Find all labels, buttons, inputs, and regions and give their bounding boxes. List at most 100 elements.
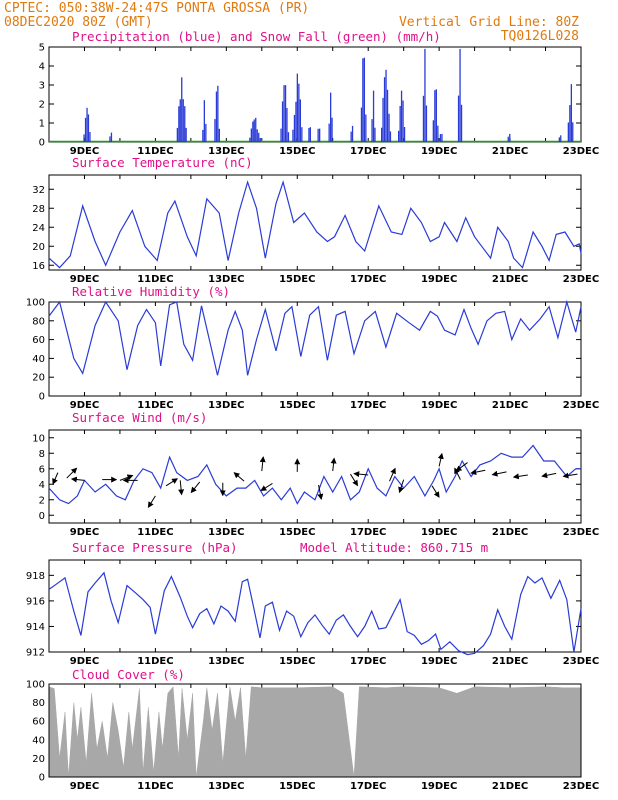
precip-bar [569, 105, 571, 142]
precip-bar [434, 90, 436, 142]
rh-ytick-label: 80 [32, 316, 45, 327]
wind-arrow [437, 452, 444, 467]
precip-bar [203, 100, 205, 142]
temp-xtick-label: 17DEC [350, 274, 386, 285]
precip-bar [292, 129, 294, 142]
precip-bar [507, 136, 509, 142]
wind-ytick-label: 6 [39, 464, 45, 475]
precip-bar [360, 107, 363, 142]
precip-bar [572, 122, 574, 142]
precip-bar [424, 48, 426, 142]
precip-bar [381, 127, 383, 142]
pres-xtick-label: 23DEC [563, 656, 599, 667]
precip-bar [259, 138, 261, 142]
wind-arrow [165, 478, 179, 487]
precip-bar [422, 95, 425, 142]
cloud-ytick-label: 0 [39, 773, 45, 784]
wind-arrow [259, 456, 266, 472]
pres-ytick-label: 918 [26, 571, 45, 582]
precip-xtick-label: 17DEC [350, 146, 386, 157]
precip-bar [351, 125, 354, 142]
precip-bar [256, 129, 258, 142]
cloud-xtick-label: 17DEC [350, 781, 386, 792]
temp-frame [48, 174, 582, 271]
precip-bar [425, 105, 428, 142]
rh-ytick-label: 40 [32, 354, 45, 365]
precip-bar [309, 127, 311, 142]
cloud-xtick-label: 21DEC [492, 781, 528, 792]
wind-xtick-label: 17DEC [350, 527, 386, 538]
wind-ytick-label: 10 [32, 433, 45, 444]
wind-arrow [147, 495, 156, 508]
wind-ytick-label: 8 [39, 449, 45, 460]
header-model: TQ0126L028 [501, 29, 579, 44]
precip-bar [317, 128, 319, 142]
cloud-xtick-label: 9DEC [70, 781, 99, 792]
rh-xtick-label: 19DEC [421, 400, 457, 411]
precip-ytick-label: 3 [39, 81, 45, 92]
pres-ytick-label: 914 [26, 622, 45, 633]
precip-xtick-label: 15DEC [279, 146, 315, 157]
precip-bar [217, 85, 219, 142]
precip-bar [110, 132, 113, 142]
temp-ytick-label: 24 [32, 223, 45, 234]
wind-xtick-label: 11DEC [137, 527, 173, 538]
wind-xtick-label: 21DEC [492, 527, 528, 538]
wind-xtick-label: 13DEC [208, 527, 244, 538]
precip-xtick-label: 23DEC [563, 146, 599, 157]
cloud-ytick-label: 60 [32, 717, 45, 728]
precip-bar [308, 128, 310, 142]
temp-xtick-label: 13DEC [208, 274, 244, 285]
rh-xtick-label: 21DEC [492, 400, 528, 411]
wind-ytick-label: 2 [39, 495, 45, 506]
precip-frame [48, 46, 582, 143]
panel-pressure: Surface Pressure (hPa) Model Altitude: 8… [26, 540, 599, 667]
precip-bar [185, 127, 187, 142]
cloud-xtick-label: 23DEC [563, 781, 599, 792]
precip-ytick-label: 4 [39, 62, 45, 73]
rh-ytick-label: 60 [32, 335, 45, 346]
precip-xtick-label: 13DEC [208, 146, 244, 157]
precip-xtick-label: 21DEC [492, 146, 528, 157]
rh-xtick-label: 11DEC [137, 400, 173, 411]
precip-bar [383, 77, 386, 142]
rh-ytick-label: 0 [39, 392, 45, 403]
precip-bar [202, 129, 204, 142]
precip-bar [281, 101, 284, 142]
wind-arrow [119, 474, 134, 481]
temp-ytick-label: 16 [32, 261, 45, 272]
precip-bar [374, 127, 376, 142]
panel-humidity: Relative Humidity (%) 9DEC 11DEC 13DEC 15DE… [26, 284, 599, 411]
wind-arrow [52, 472, 59, 485]
wind-arrow [233, 472, 245, 482]
precip-bar [283, 85, 285, 142]
precip-bar [84, 117, 87, 142]
precip-bar [331, 117, 333, 142]
wind-arrow [190, 481, 201, 494]
precip-bar [249, 137, 251, 142]
pres-xtick-label: 17DEC [350, 656, 386, 667]
wind-ytick-label: 4 [39, 480, 45, 491]
wind-arrow [455, 462, 468, 472]
wind-ytick-label: 0 [39, 511, 45, 522]
rh-series-line [48, 299, 582, 376]
pres-xtick-label: 15DEC [279, 656, 315, 667]
precip-bar [83, 134, 85, 142]
precip-bar [181, 77, 183, 142]
wind-arrow [260, 483, 273, 492]
temp-xtick-label: 23DEC [563, 274, 599, 285]
rh-xtick-label: 13DEC [208, 400, 244, 411]
precip-bar [179, 99, 181, 142]
precip-bar [298, 83, 300, 142]
precip-bar [252, 121, 254, 142]
precip-bar [459, 48, 461, 142]
cloud-xtick-label: 11DEC [137, 781, 173, 792]
rh-ytick-label: 100 [26, 298, 45, 309]
precip-bar [382, 97, 384, 142]
precip-bar [372, 90, 375, 142]
rh-xtick-label: 15DEC [279, 400, 315, 411]
wind-xtick-label: 9DEC [70, 527, 99, 538]
wind-arrow [353, 471, 369, 478]
wind-arrow [398, 479, 405, 494]
precip-bar [403, 127, 406, 142]
